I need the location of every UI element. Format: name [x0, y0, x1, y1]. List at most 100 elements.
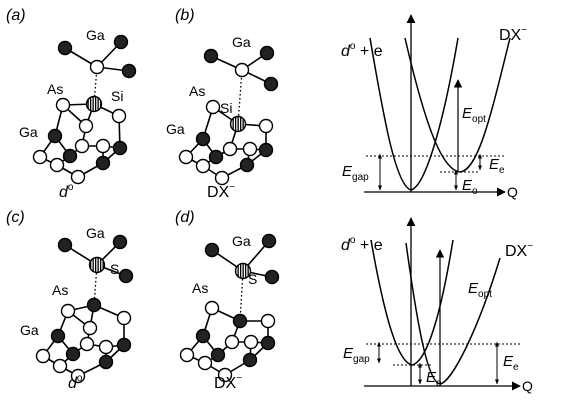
ga-atom [118, 268, 134, 284]
ga-atom [195, 328, 211, 344]
ga-atom-lower [86, 297, 102, 313]
panel-a-atoms [32, 34, 137, 185]
ga-atom [258, 142, 274, 158]
ga-atom [98, 354, 114, 370]
energy-diagram-top: do + e DX− Eopt Ee Egap Eo Q [341, 14, 527, 200]
panel-d-atoms [179, 233, 280, 383]
ga-atom [210, 347, 226, 363]
panel-b-state-label: DX− [207, 182, 235, 201]
as-atom [204, 300, 220, 316]
panel-c-top-label: Ga [86, 225, 105, 241]
q-axis-label: Q [522, 378, 533, 394]
dopant-atom [229, 115, 247, 133]
ga-atom [112, 234, 128, 250]
panel-c-center-label: S [110, 261, 119, 277]
panel-c-label: (c) [6, 209, 25, 226]
as-atom [98, 339, 114, 355]
as-atom [116, 310, 132, 326]
ga-atom-top [89, 59, 105, 75]
as-atom [78, 118, 94, 134]
ga-atom [95, 155, 111, 171]
panel-a: (a) [6, 7, 137, 201]
as-atom [60, 303, 76, 319]
as-atom [74, 138, 90, 154]
as-atom [95, 138, 111, 154]
panel-a-center-label: Si [111, 88, 123, 104]
as-atom [70, 368, 86, 384]
as-atom [195, 158, 211, 174]
as-atom [49, 157, 65, 173]
panel-a-label: (a) [6, 7, 26, 24]
e-opt-label: Eopt [468, 280, 492, 300]
e-o-label: Eo [426, 369, 442, 389]
panel-b-ga-label: Ga [166, 121, 185, 137]
as-atom [32, 149, 48, 165]
ga-atom [204, 242, 220, 258]
ga-atom [50, 328, 66, 344]
panel-c: (c) [6, 209, 134, 392]
panel-b-center-label: Si [220, 100, 232, 116]
e-gap-label: Egap [343, 345, 370, 365]
ga-atom [113, 34, 129, 50]
as-atom [217, 367, 233, 383]
panel-a-state-label: do [59, 182, 74, 201]
as-atom [222, 141, 238, 157]
panel-b-label: (b) [175, 7, 195, 24]
curve-do-e-label: do + e [341, 41, 383, 60]
ga-atom-lower [232, 313, 248, 329]
panel-d-bonds [186, 240, 273, 376]
ga-atom [260, 335, 276, 351]
ga-atom [259, 45, 275, 61]
e-e-label: Ee [503, 353, 519, 373]
as-atom [79, 336, 95, 352]
panel-a-bonds [39, 41, 130, 178]
as-atom [243, 334, 259, 350]
ga-atom [47, 128, 63, 144]
as-atom [205, 99, 221, 115]
q-axis-label: Q [507, 184, 518, 200]
as-atom [52, 358, 68, 374]
ga-atom [264, 269, 280, 285]
curve-dx-label: DX− [505, 241, 533, 260]
panel-d-state-label: DX− [214, 373, 242, 392]
ga-atom [263, 76, 279, 92]
curve-dx [405, 242, 501, 385]
panel-b-atoms [178, 45, 279, 186]
as-atom [55, 97, 71, 113]
panel-a-top-label: Ga [86, 27, 105, 43]
ga-atom [65, 346, 81, 362]
panel-c-as-label: As [52, 282, 68, 298]
as-atom [258, 118, 274, 134]
as-atom [35, 348, 51, 364]
panel-d-label: (d) [175, 209, 195, 226]
panel-d-as-label: As [192, 280, 208, 296]
energy-diagram-bottom: do + e DX− Eopt Ee Egap Eo Q [341, 217, 533, 394]
ga-atom [195, 131, 211, 147]
panel-d-broken-bond [239, 270, 244, 322]
panel-c-ga-label: Ga [20, 322, 39, 338]
as-atom [260, 313, 276, 329]
as-atom [70, 169, 86, 185]
panel-c-atoms [35, 234, 134, 384]
ga-atom [112, 140, 128, 156]
ga-atom [62, 148, 78, 164]
as-atom [179, 347, 195, 363]
panel-b-top-label: Ga [232, 34, 251, 50]
panel-a-as-label: As [47, 81, 63, 97]
ga-atom-top [234, 62, 250, 78]
as-atom [242, 141, 258, 157]
curve-do-e-label: do + e [341, 235, 383, 254]
panel-d: (d) [175, 209, 280, 392]
ga-atom [57, 40, 73, 56]
panel-a-ga-label: Ga [19, 124, 38, 140]
e-e-label: Ee [489, 156, 505, 176]
as-atom [197, 355, 213, 371]
dopant-atom [85, 95, 103, 113]
curve-do-e [370, 239, 454, 366]
ga-atom [116, 337, 132, 353]
as-atom [224, 334, 240, 350]
ga-atom [203, 48, 219, 64]
panel-c-state-label: do [68, 373, 83, 392]
as-atom [82, 320, 98, 336]
